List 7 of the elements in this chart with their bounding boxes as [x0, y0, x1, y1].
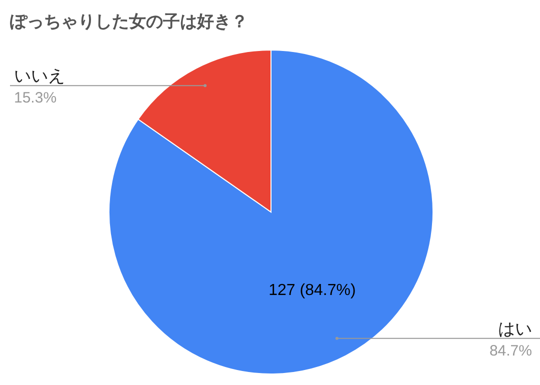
chart-title: ぽっちゃりした女の子は好き？: [10, 12, 248, 31]
text: 127 (84.7%): [268, 282, 356, 300]
slice-label: いいえ: [14, 66, 65, 86]
data-label: 15.3%: [14, 90, 57, 107]
slice-label: はい: [498, 319, 532, 338]
pie-slice: [108, 50, 434, 374]
data-label: 84.7%: [489, 342, 532, 360]
